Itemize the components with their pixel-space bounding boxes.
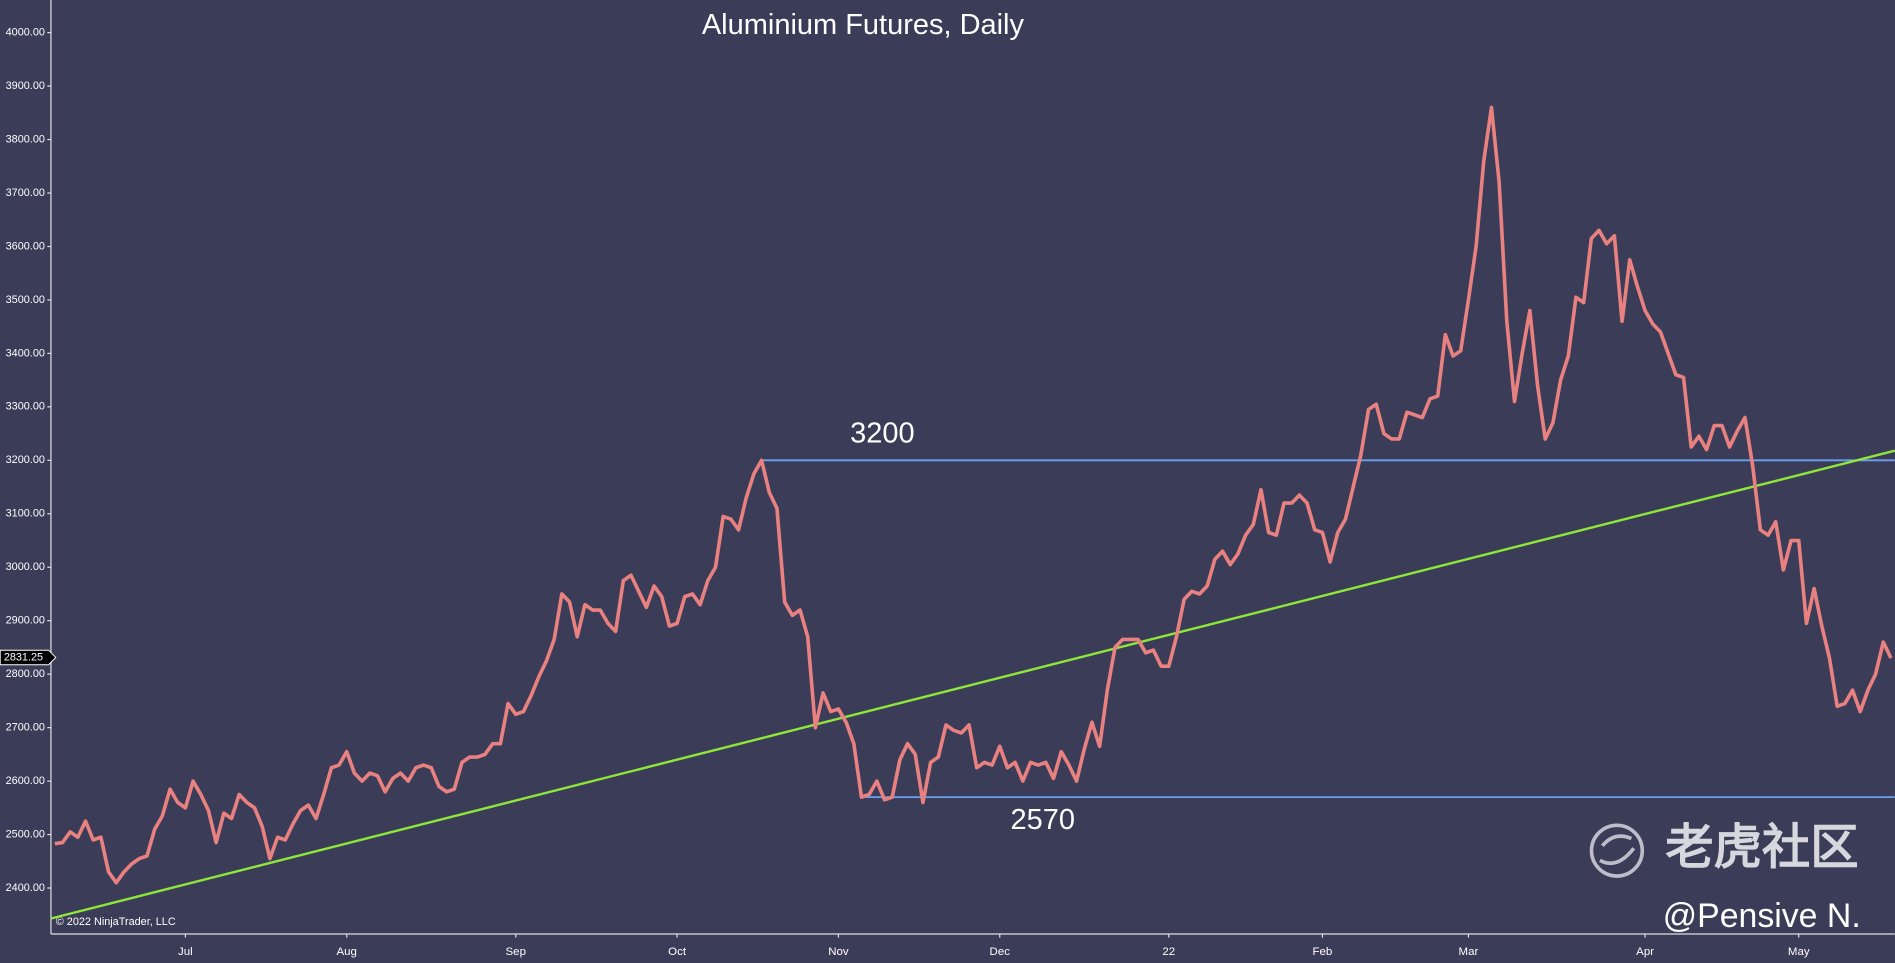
y-tick-label: 2700.00 [6,722,45,734]
level-label: 3200 [850,418,914,450]
x-tick-label: 22 [1162,946,1175,958]
copyright: © 2022 NinjaTrader, LLC [56,916,176,928]
y-tick-label: 2500.00 [6,828,45,840]
x-tick-label: Jul [178,946,193,958]
last-price-tag [0,649,57,666]
y-tick-label: 3800.00 [6,133,45,145]
x-tick-label: Oct [668,946,687,958]
x-tick-label: Aug [337,946,357,958]
x-tick-label: Apr [1636,946,1654,958]
x-tick-label: Sep [506,946,526,958]
y-tick-label: 3900.00 [6,80,45,92]
y-tick-label: 2400.00 [6,882,45,894]
last-price-label: 2831.25 [4,651,43,663]
price-line [54,105,1893,885]
x-tick-label: Feb [1313,946,1333,958]
y-tick-label: 3000.00 [6,561,45,573]
y-tick-label: 3200.00 [6,454,45,466]
y-tick-label: 2800.00 [6,668,45,680]
trend-line [50,449,1895,920]
logo-ring [1589,823,1645,878]
x-tick-label: Nov [828,946,849,958]
watermark-logo [1589,823,1645,878]
y-tick-label: 3500.00 [6,294,45,306]
y-tick-label: 4000.00 [6,26,45,38]
logo-mark [1599,834,1636,865]
y-tick-label: 3700.00 [6,187,45,199]
watermark: 老虎社区 [1665,820,1858,874]
x-tick-label: Mar [1459,946,1479,958]
y-tick-label: 3100.00 [6,508,45,520]
y-tick-label: 2900.00 [6,615,45,627]
author: @Pensive N. [1663,897,1861,935]
x-tick-label: Dec [990,946,1011,958]
y-tick-label: 2600.00 [6,775,45,787]
x-tick-label: May [1788,946,1810,958]
y-tick-label: 3400.00 [6,347,45,359]
y-tick-label: 3600.00 [6,240,45,252]
level-label: 2570 [1010,804,1074,836]
chart-title: Aluminium Futures, Daily [702,9,1025,41]
y-tick-label: 3300.00 [6,401,45,413]
